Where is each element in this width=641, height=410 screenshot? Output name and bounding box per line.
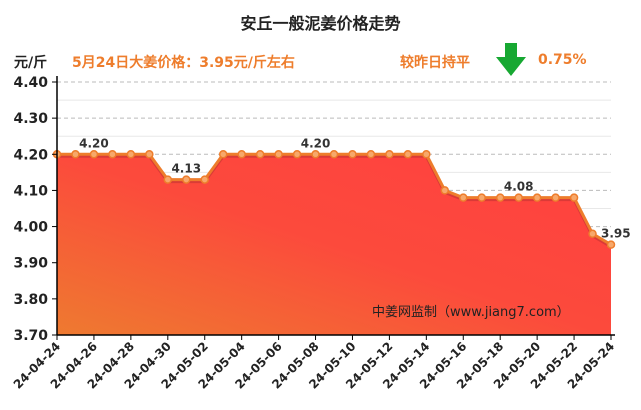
data-point [422,150,431,159]
data-label: 3.95 [601,227,631,241]
data-point [274,150,283,159]
change-percent: 0.75% [538,52,587,68]
data-point [514,193,523,202]
data-label: 4.20 [301,136,331,150]
data-point [292,150,302,159]
data-point [551,193,560,202]
data-point [440,186,450,195]
data-point [366,150,376,159]
y-tick-label: 3.70 [13,328,48,344]
data-point [403,150,413,159]
y-tick-label: 4.10 [13,183,48,199]
data-point [588,229,597,239]
data-point [126,150,136,159]
data-point [385,150,394,159]
data-label: 4.13 [171,162,201,176]
data-point [311,150,320,159]
data-point [606,240,616,249]
data-point [477,193,486,202]
data-point [348,150,357,159]
y-tick-label: 3.90 [13,256,48,272]
y-tick-label: 4.20 [13,147,48,163]
data-point [532,193,542,202]
watermark: 中姜网监制（www.jiang7.com） [372,305,570,320]
price-text: 5月24日大姜价格：3.95元/斤左右 [72,55,295,71]
data-point [237,150,246,159]
data-point [108,150,117,159]
y-tick-label: 4.00 [13,220,48,236]
data-point [459,193,468,202]
data-point [145,150,154,159]
data-label: 4.20 [79,136,109,150]
chart-title: 安丘一般泥姜价格走势 [240,14,401,33]
y-tick-label: 3.80 [13,292,48,308]
data-label: 4.08 [504,180,534,194]
data-point [71,150,80,159]
data-point [218,150,228,159]
data-point [182,175,191,184]
y-tick-label: 4.40 [13,75,48,91]
y-tick-label: 4.30 [13,111,48,127]
data-point [569,193,579,202]
data-point [329,150,339,159]
data-point [89,150,99,159]
data-point [163,175,173,184]
data-point [255,150,265,159]
data-point [495,193,505,202]
down-arrow-icon [496,43,526,76]
data-point [200,175,209,184]
y-unit-label: 元/斤 [14,55,48,71]
compare-text: 较昨日持平 [400,55,470,71]
